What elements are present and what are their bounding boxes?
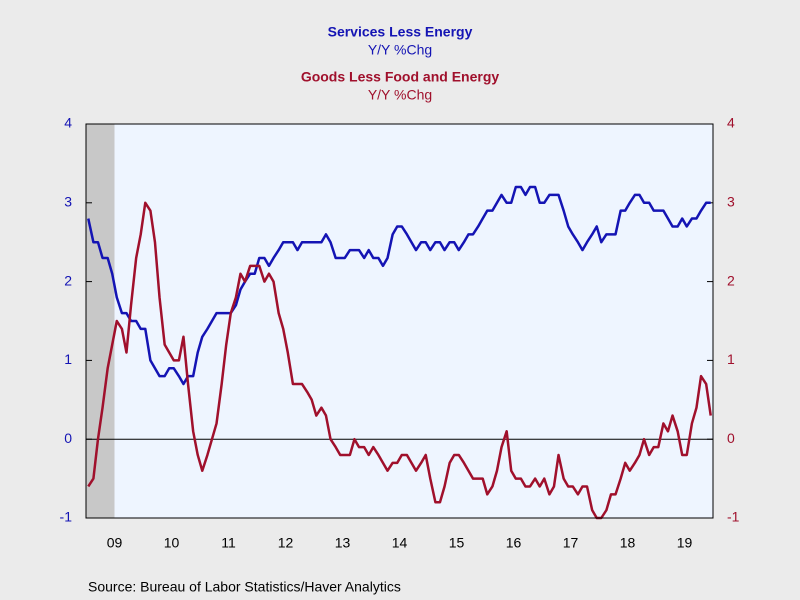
recession-shade: [86, 124, 115, 518]
y2-tick-label: 4: [727, 115, 735, 131]
x-tick-label: 19: [677, 535, 693, 551]
y2-tick-label: 1: [727, 351, 735, 367]
series-line: [87, 185, 711, 386]
x-tick-label: 15: [449, 535, 465, 551]
x-tick-label: 09: [107, 535, 123, 551]
y-tick-label: 4: [64, 115, 72, 131]
series-title: Services Less Energy: [328, 24, 473, 40]
x-tick-label: 11: [221, 535, 236, 551]
y-tick-label: 2: [64, 272, 72, 288]
x-tick-label: 18: [620, 535, 636, 551]
series-line: [87, 201, 712, 520]
x-tick-label: 17: [563, 535, 579, 551]
y2-tick-label: -1: [727, 509, 740, 525]
y-tick-label: 0: [64, 430, 72, 446]
y-tick-label: 3: [64, 194, 72, 210]
x-tick-label: 14: [392, 535, 408, 551]
y2-tick-label: 0: [727, 430, 735, 446]
series-unit: Y/Y %Chg: [368, 87, 432, 103]
series-unit: Y/Y %Chg: [368, 42, 432, 58]
source: Source: Bureau of Labor Statistics/Haver…: [88, 579, 401, 595]
series-title: Goods Less Food and Energy: [301, 69, 500, 85]
plot-area: [86, 124, 713, 518]
x-tick-label: 12: [278, 535, 294, 551]
y-tick-label: -1: [60, 509, 73, 525]
x-tick-label: 13: [335, 535, 351, 551]
y-tick-label: 1: [64, 351, 72, 367]
x-tick-label: 10: [164, 535, 180, 551]
y2-tick-label: 3: [727, 194, 735, 210]
plot-frame: [85, 123, 714, 519]
y2-tick-label: 2: [727, 272, 735, 288]
x-tick-label: 16: [506, 535, 522, 551]
